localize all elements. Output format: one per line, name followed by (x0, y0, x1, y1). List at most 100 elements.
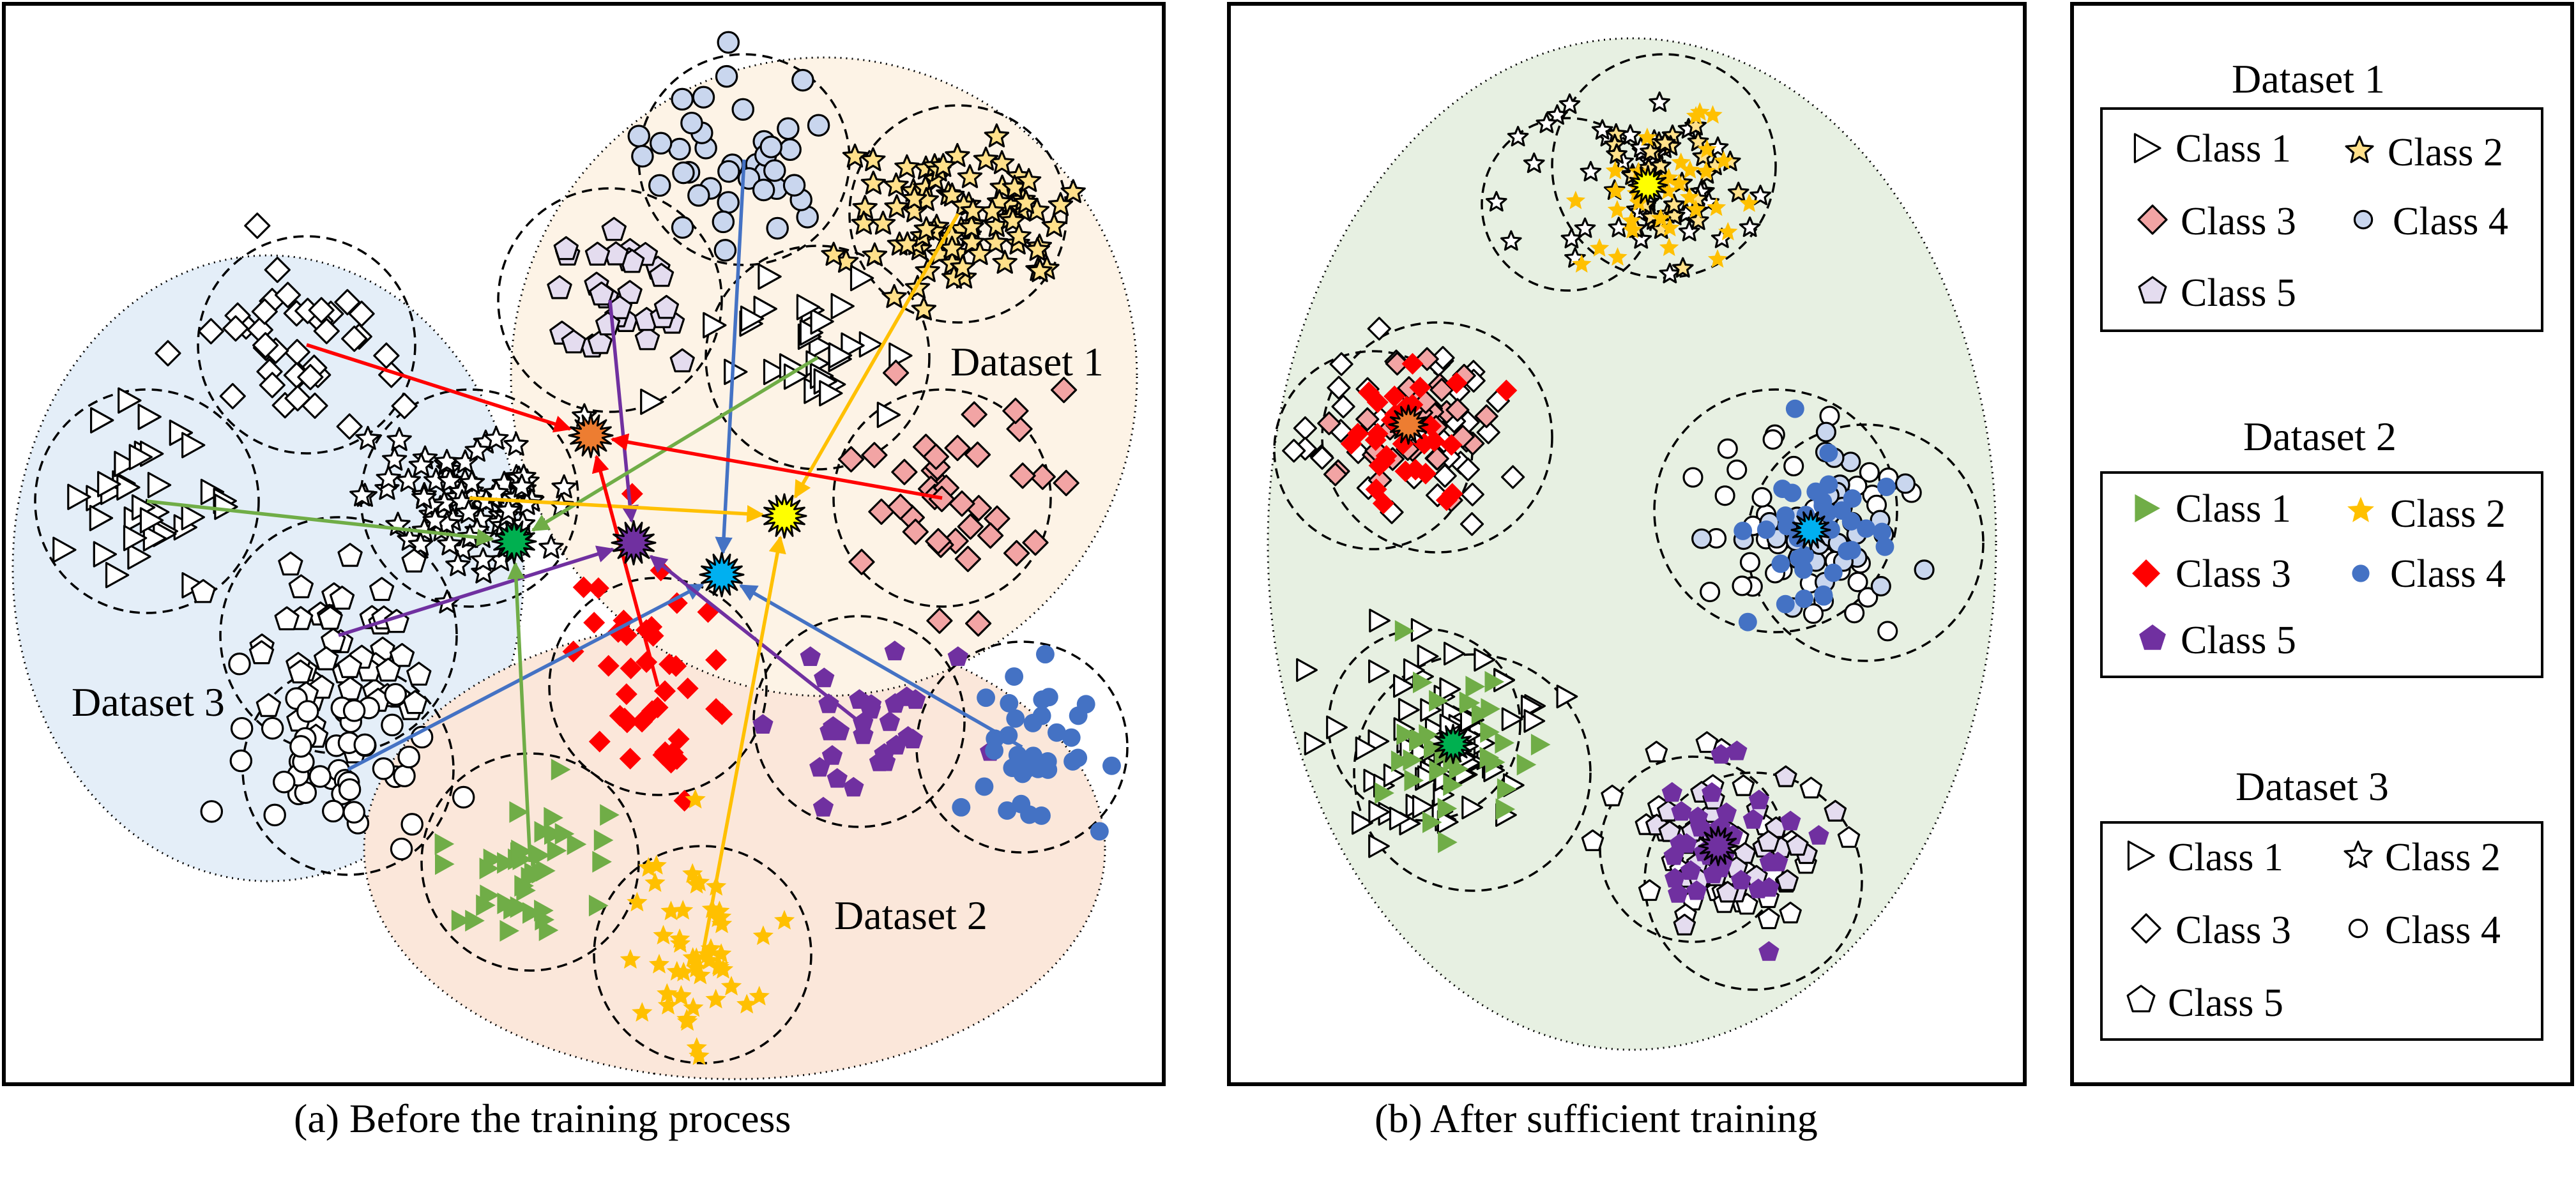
dataset-2-class-2-star-point (1589, 238, 1610, 257)
dataset-1-class-3-diamond-point (964, 610, 992, 637)
dataset-2-class-1-triangle-point (1437, 798, 1458, 820)
dataset-1-class-5-pentagon-point (1658, 820, 1681, 842)
dataset-1-class-3-diamond-point (1029, 464, 1056, 490)
dataset-3-class-1-triangle-point (114, 450, 138, 478)
dataset-2-class-3-diamond-point (1423, 430, 1445, 452)
dataset-2-class-2-star-point (660, 900, 682, 921)
dataset-2-class-2-star-point (1659, 238, 1679, 256)
dataset-2-class-4-circle-point (1069, 706, 1088, 725)
dataset-2-class-2-star-point (700, 938, 721, 958)
dataset-1-class-1-triangle-point (850, 264, 874, 292)
dataset-3-class-4-circle-point (342, 801, 365, 824)
dataset-3-class-2-star-point (437, 531, 462, 556)
dataset-1-class-5-pentagon-point (1673, 913, 1696, 936)
dataset-2-class-3-diamond-point (583, 612, 606, 634)
dataset-3-class-1-triangle-point (169, 420, 194, 446)
dataset-3-class-4-circle-point (1714, 485, 1735, 506)
dataset-3-class-5-pentagon-point (1757, 907, 1780, 930)
class-1-merged-prototype-icon (1433, 723, 1474, 764)
dataset-2-class-3-diamond-point (1495, 379, 1518, 402)
dataset-2-class-3-diamond-point (667, 728, 690, 750)
dataset-1-class-2-star-point (870, 210, 896, 235)
dataset-2-class-2-star-point (1671, 152, 1691, 171)
legend-box-dataset-1 (2100, 107, 2543, 332)
dataset-1-class-1-triangle-point (1439, 677, 1461, 701)
dataset-1-class-1-triangle-point (1523, 709, 1546, 733)
dataset-3-class-1-triangle-point (1355, 736, 1377, 760)
panel-b-prototypes (1388, 165, 1831, 866)
legend-d2-class-4-label: Class 4 (2390, 552, 2506, 596)
dataset-2-class-4-circle-point (1033, 690, 1052, 709)
pentagon-outline-icon (2138, 276, 2167, 304)
dataset-1-class-2-star-point (939, 236, 965, 260)
legend-title-dataset-3: Dataset 3 (2236, 764, 2389, 809)
dataset-1-class-1-arrow (531, 356, 819, 532)
dataset-1-class-2-star-point (860, 147, 886, 172)
dataset-1-class-5-pentagon-point (1786, 834, 1809, 856)
legend-d3-class-5-label: Class 5 (2168, 981, 2283, 1025)
class-4-prototype-icon (699, 552, 745, 598)
dataset-3-class-4-circle-point (1844, 603, 1865, 624)
dataset-3-class-3-diamond-point (197, 318, 224, 345)
dataset-3-class-4-circle-point (400, 813, 423, 836)
dataset-2-class-5-pentagon-point (947, 646, 968, 666)
dataset-2-class-4-circle-point (1771, 554, 1790, 573)
dataset-2-class-3-diamond-point (1340, 432, 1362, 455)
dataset-3-class-1-triangle-point (93, 541, 118, 568)
dataset-1-class-4-circle-point (807, 114, 830, 137)
dataset-2-class-5-pentagon-point (879, 711, 901, 731)
dataset-2-class-2-star-point (1622, 220, 1642, 239)
dataset-2-class-2-star-point (686, 1037, 707, 1057)
dataset-2-class-1-triangle-point (567, 833, 587, 856)
dataset-3-class-1-triangle-point (128, 444, 153, 471)
dataset-2-label: Dataset 2 (834, 893, 987, 938)
dataset-2-class-5-pentagon-point (821, 745, 843, 765)
dataset-3-class-4-circle-point (322, 799, 345, 823)
dataset-1-class-2-star-point (1006, 223, 1032, 248)
dataset-2-class-1-triangle-point (1438, 831, 1458, 854)
dataset-3-class-5-pentagon-point (369, 577, 395, 601)
dataset-1-class-2-star-point (1013, 190, 1039, 214)
dataset-1-class-3-diamond-point (1006, 416, 1033, 442)
dataset-1-class-2-star-point (945, 142, 970, 167)
dataset-3-class-4-circle-point (200, 800, 224, 823)
dataset-1-class-3-diamond-point (848, 548, 875, 575)
dataset-3-class-4-circle-point (397, 745, 420, 769)
dataset-2-class-5-pentagon-point (860, 699, 881, 719)
dataset-3-class-3-diamond-point (251, 298, 278, 325)
dataset-3-class-3-diamond-point (222, 315, 249, 342)
panel-b-frame (1227, 2, 2027, 1086)
dataset-2-class-1-triangle-point (451, 909, 471, 932)
triangle-right-outline-icon (2133, 133, 2161, 163)
dataset-2-class-2-star-point (1686, 106, 1706, 125)
legend-d1-class-3-label: Class 3 (2181, 200, 2296, 243)
dataset-3-class-2-star-point (1559, 93, 1581, 114)
dataset-1-class-4-circle-point (777, 117, 800, 140)
dataset-1-class-3-diamond-point (977, 522, 1004, 549)
dataset-3-class-2-star-point (470, 547, 496, 571)
dataset-3-class-4-circle-point (390, 837, 413, 861)
dataset-1-class-2-star-point (960, 198, 986, 222)
dataset-2-class-3-diamond-point (1365, 478, 1387, 501)
dataset-2-class-5-cluster-boundary (752, 615, 966, 828)
dataset-2-class-1-triangle-point (531, 861, 552, 884)
dataset-2-class-2-star-point (1707, 249, 1728, 268)
dataset-1-class-3-diamond-point (1317, 411, 1341, 435)
diamond-solid-icon (2132, 559, 2160, 587)
panel-a-frame (2, 2, 1166, 1086)
dataset-1-class-4-circle-point (687, 184, 710, 207)
dataset-1-class-3-arrow (610, 433, 943, 500)
dataset-2-class-1-triangle-point (1484, 670, 1505, 693)
dataset-2-class-1-triangle-point (1422, 811, 1442, 833)
dataset-2-class-4-circle-point (1069, 748, 1088, 768)
dataset-1-class-1-triangle-point (1417, 765, 1439, 789)
dataset-3-class-4-circle-point (1847, 571, 1868, 593)
dataset-2-class-5-pentagon-point (1668, 883, 1689, 903)
dataset-1-class-2-star-point (860, 170, 887, 195)
dataset-2-class-2-star-point (774, 910, 795, 930)
dataset-2-class-2-star-point (711, 913, 733, 934)
dataset-3-class-2-star-point (456, 499, 482, 524)
dataset-3-class-1-triangle-point (214, 494, 238, 520)
dataset-1-class-3-diamond-point (922, 443, 950, 470)
dataset-2-class-4-circle-point (985, 741, 1004, 760)
